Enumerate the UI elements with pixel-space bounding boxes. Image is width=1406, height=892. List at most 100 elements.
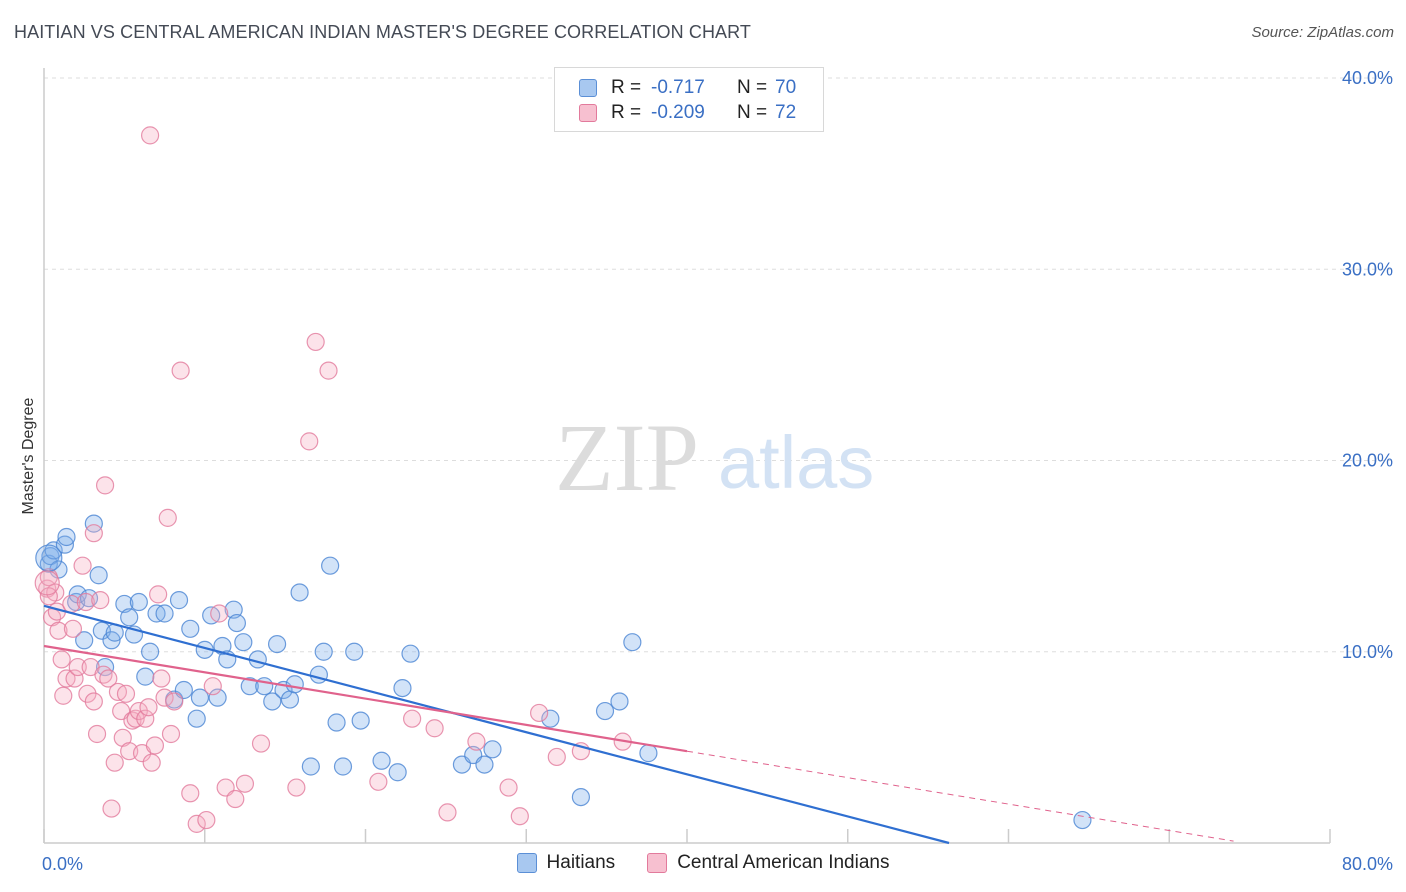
data-point: [39, 587, 58, 606]
data-point: [571, 787, 591, 807]
x-tick-label: 0.0%: [42, 854, 83, 874]
legend-n-label: N =: [737, 102, 768, 123]
data-point: [306, 332, 325, 352]
data-point: [91, 591, 110, 610]
data-point: [35, 544, 63, 572]
data-point: [65, 669, 84, 688]
data-point: [140, 642, 160, 661]
data-point: [75, 631, 94, 650]
data-point: [475, 755, 494, 774]
data-point: [161, 724, 181, 744]
y-tick-label: 20.0%: [1342, 451, 1393, 471]
watermark-atlas: atlas: [718, 421, 874, 504]
data-point: [401, 644, 420, 663]
data-point: [181, 619, 200, 638]
data-point: [547, 747, 566, 767]
data-point: [145, 736, 165, 755]
data-point: [327, 713, 346, 732]
data-point: [319, 361, 338, 380]
data-point: [140, 126, 160, 145]
legend-swatch-central-american-indians: [579, 104, 597, 122]
data-point: [314, 642, 333, 661]
data-point: [115, 594, 134, 614]
data-point: [158, 508, 177, 527]
data-point: [142, 753, 161, 772]
data-point: [181, 784, 200, 803]
data-point: [227, 613, 246, 633]
trend-line-central-american-indians: [43, 644, 688, 753]
data-point: [213, 636, 232, 656]
data-point: [84, 524, 103, 543]
data-point: [39, 554, 58, 573]
y-axis-label: Master's Degree: [20, 397, 37, 514]
data-point: [102, 799, 121, 818]
data-point: [76, 592, 95, 612]
data-point: [333, 757, 353, 776]
data-point: [155, 604, 174, 623]
stats-legend: R = -0.717 N = 70 R = -0.209 N = 72: [554, 67, 824, 132]
data-point: [136, 667, 155, 686]
data-point: [57, 527, 76, 547]
data-point: [351, 711, 370, 730]
data-point: [290, 583, 309, 602]
watermark-zip: ZIP: [555, 404, 699, 511]
data-point: [87, 724, 107, 744]
grid-lines: [44, 77, 1394, 653]
data-point: [541, 709, 560, 728]
data-point: [41, 547, 60, 566]
legend-r-value: -0.717: [651, 77, 705, 98]
data-point: [197, 810, 216, 830]
data-point: [510, 807, 529, 826]
data-point: [152, 669, 171, 688]
legend-n-value: 72: [775, 102, 797, 123]
data-point: [372, 751, 391, 770]
legend-n-value: 70: [775, 77, 797, 98]
data-point: [187, 814, 206, 833]
data-point: [171, 361, 190, 380]
data-point: [139, 698, 158, 717]
x-tick-label: 80.0%: [1342, 854, 1393, 874]
axes: [43, 68, 1331, 844]
series-central-american-indians: [38, 126, 632, 833]
legend-row-haitians: R = -0.717 N = 70: [579, 76, 796, 100]
legend-row-central-american-indians: R = -0.209 N = 72: [579, 101, 796, 125]
y-tick-label: 30.0%: [1342, 259, 1393, 279]
legend-swatch-haitians: [579, 79, 597, 97]
data-point: [120, 608, 139, 627]
data-point: [1073, 810, 1092, 830]
data-point: [155, 688, 174, 707]
legend-swatch-haitians: [516, 853, 537, 873]
legend-item-central-american-indians[interactable]: Central American Indians: [647, 852, 889, 874]
data-point: [639, 744, 658, 763]
data-point: [234, 633, 253, 652]
data-point: [467, 732, 486, 751]
data-point: [68, 657, 87, 677]
data-point: [595, 701, 615, 721]
series-legend: Haitians Central American Indians: [0, 852, 1406, 874]
data-point: [287, 778, 306, 797]
legend-r-value: -0.209: [651, 102, 705, 123]
data-point: [149, 585, 168, 604]
data-point: [240, 677, 259, 696]
y-tick-label: 10.0%: [1342, 642, 1393, 662]
data-point: [190, 688, 210, 707]
data-point: [285, 675, 304, 694]
data-point: [300, 432, 319, 451]
data-point: [483, 740, 502, 759]
data-point: [263, 692, 282, 711]
data-point: [99, 669, 118, 688]
legend-r-label: R =: [611, 77, 642, 98]
legend-item-haitians[interactable]: Haitians: [516, 852, 615, 874]
data-point: [136, 709, 155, 728]
legend-label-central-american-indians: Central American Indians: [677, 852, 890, 873]
data-point: [55, 535, 74, 554]
data-point: [345, 642, 364, 661]
data-point: [388, 763, 407, 782]
chart-title: HAITIAN VS CENTRAL AMERICAN INDIAN MASTE…: [14, 22, 752, 42]
data-point: [224, 600, 243, 619]
data-point: [267, 634, 287, 654]
data-point: [530, 703, 549, 723]
trend-extension: [686, 750, 1234, 842]
data-point: [116, 684, 136, 703]
